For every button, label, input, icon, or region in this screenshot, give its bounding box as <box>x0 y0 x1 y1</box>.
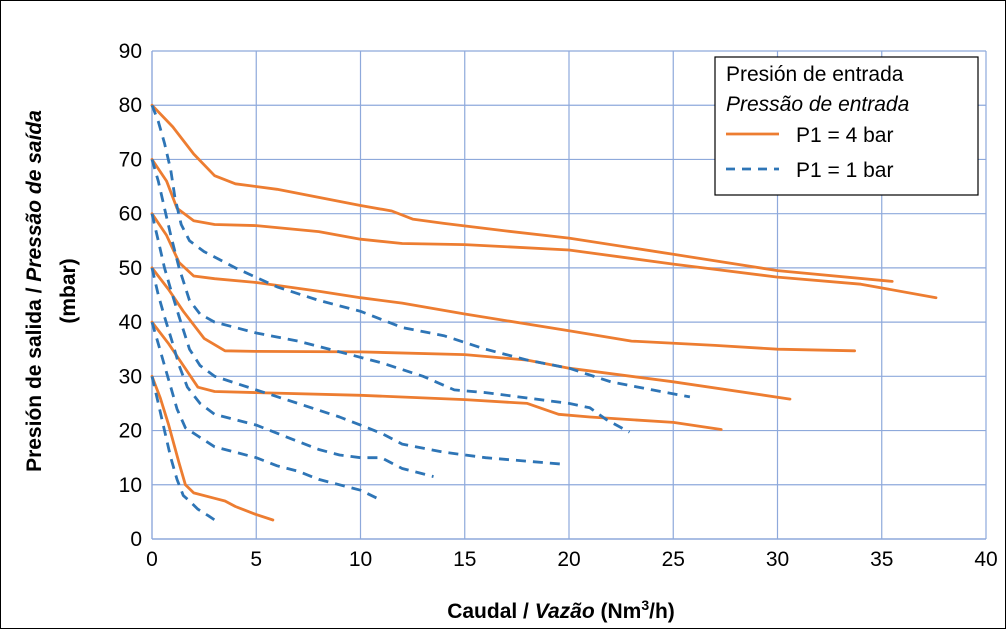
y-tick-label: 80 <box>119 94 142 117</box>
series-line-p1-1bar <box>150 375 220 524</box>
x-tick-label: 0 <box>146 548 158 571</box>
legend-title-1: Presión de entrada <box>726 63 904 86</box>
legend: Presión de entrada Pressão de entrada P1… <box>714 56 979 196</box>
x-axis-title-sup: 3 <box>641 597 649 613</box>
series-line-p1-1bar <box>150 267 434 478</box>
y-tick-label: 20 <box>119 420 142 443</box>
series-line-p1-1bar <box>150 213 563 466</box>
y-tick-label: 70 <box>119 148 142 171</box>
tick-labels: 0 5 10 15 20 25 30 35 40 0 10 20 30 40 50 60 70 80 90 <box>119 40 998 571</box>
y-tick-label: 30 <box>119 365 142 388</box>
x-tick-label: 35 <box>870 548 893 571</box>
y-axis-title: Presión de salida / Pressão de saída (mb… <box>23 110 80 472</box>
x-axis-title-part3: (Nm <box>595 600 642 623</box>
series-line-p1-1bar <box>150 104 691 399</box>
grid <box>151 50 987 540</box>
y-axis-title-part2: Pressão de saída <box>23 110 46 282</box>
x-tick-label: 30 <box>766 548 789 571</box>
y-axis-title-part1: Presión de salida / <box>23 282 46 472</box>
y-tick-label: 50 <box>119 257 142 280</box>
y-tick-label: 90 <box>119 40 142 63</box>
x-axis-title: Caudal / Vazão (Nm3/h) <box>447 597 675 623</box>
series-line-p1-4bar <box>150 266 792 401</box>
y-tick-label: 40 <box>119 311 142 334</box>
x-axis-title-part1: Caudal / <box>447 600 535 623</box>
x-tick-label: 25 <box>662 548 685 571</box>
x-tick-label: 15 <box>453 548 476 571</box>
series-line-p1-4bar <box>150 212 856 353</box>
legend-title-2: Pressão de entrada <box>726 93 909 116</box>
y-axis-title-line1: Presión de salida / Pressão de saída <box>23 110 46 472</box>
y-tick-label: 10 <box>119 474 142 497</box>
x-axis-title-part2: Vazão <box>535 600 595 623</box>
series-line-p1-1bar <box>150 321 378 500</box>
series-line-p1-4bar <box>150 158 938 300</box>
x-tick-label: 20 <box>557 548 580 571</box>
series-line-p1-4bar <box>150 374 275 522</box>
y-tick-label: 60 <box>119 203 142 226</box>
series-line-p1-4bar <box>150 320 723 431</box>
x-tick-label: 10 <box>349 548 372 571</box>
series-line-p1-4bar <box>150 103 894 283</box>
x-axis-title-part4: /h) <box>649 600 675 623</box>
y-axis-title-line2: (mbar) <box>57 258 80 323</box>
x-tick-label: 5 <box>250 548 262 571</box>
legend-label-4bar: P1 = 4 bar <box>796 124 893 147</box>
x-tick-label: 40 <box>974 548 997 571</box>
legend-box <box>714 56 979 196</box>
series-layer <box>150 103 938 524</box>
y-tick-label: 0 <box>130 528 142 551</box>
legend-label-1bar: P1 = 1 bar <box>796 159 893 182</box>
